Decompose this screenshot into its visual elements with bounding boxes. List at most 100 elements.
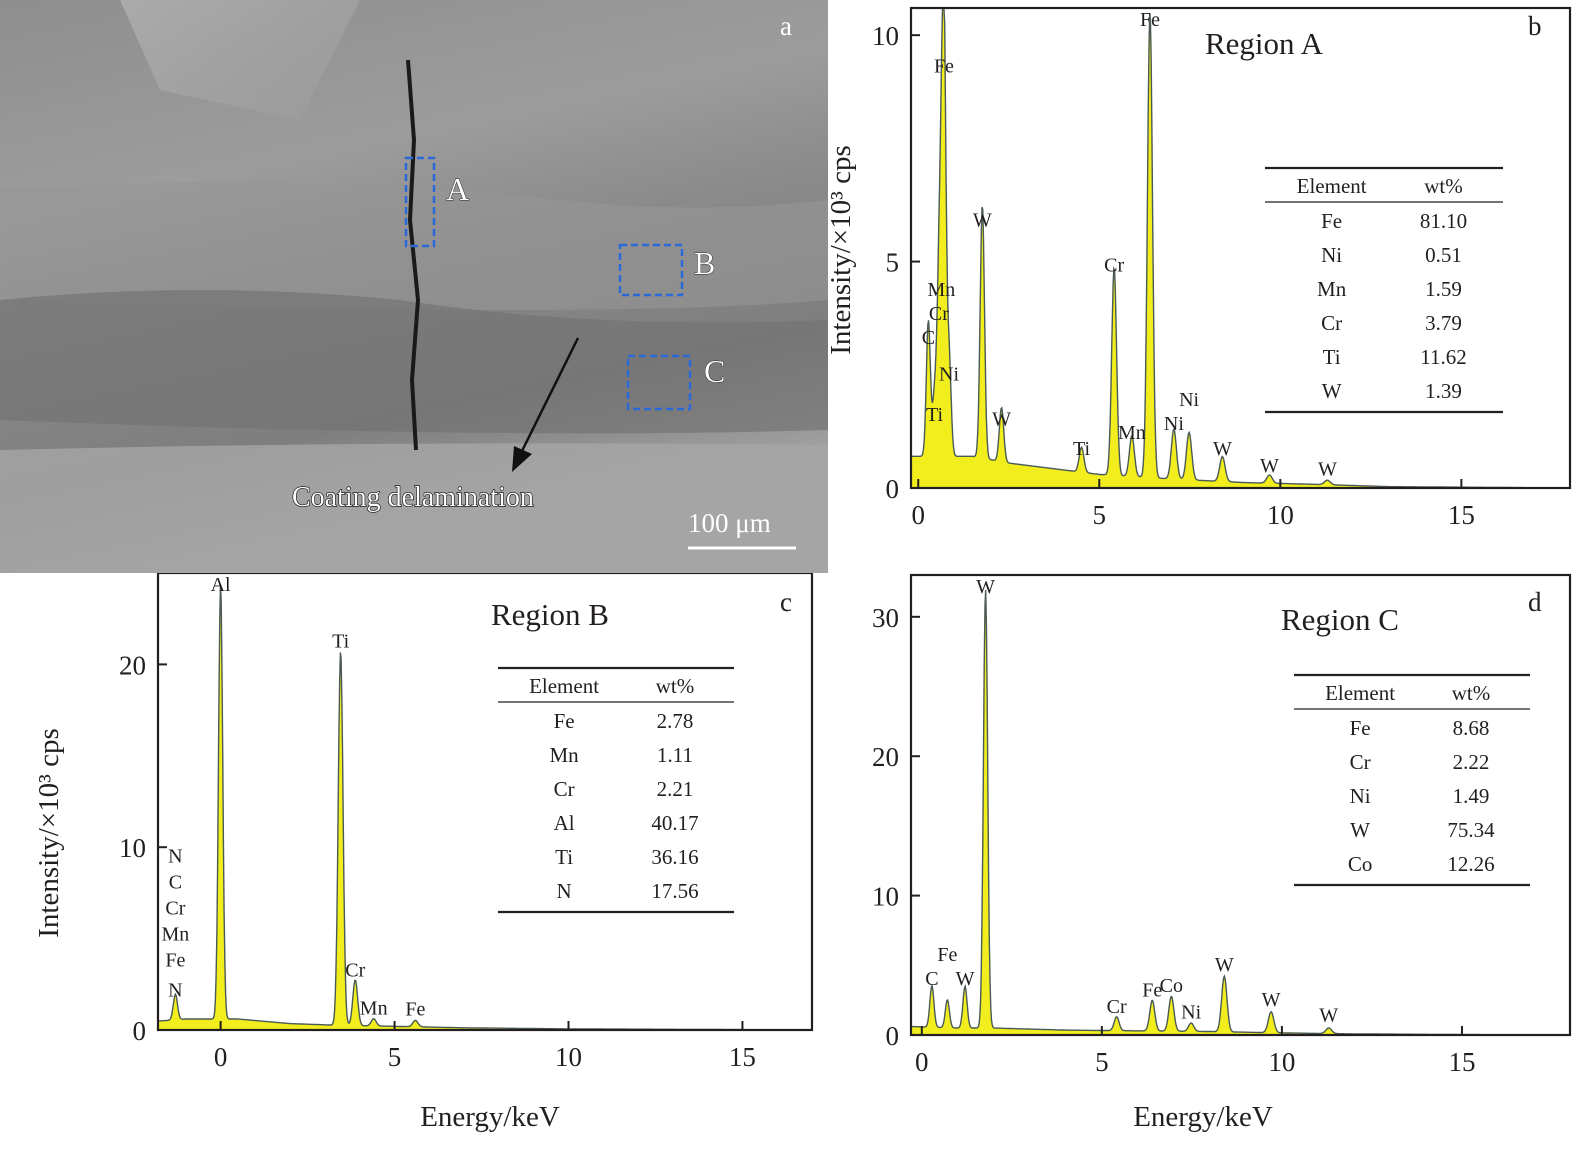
table-cell: 8.68 — [1453, 716, 1490, 740]
peak-label: W — [973, 209, 992, 231]
composition-table: Element wt% Fe 81.10 Ni 0.51 Mn 1.59 Cr 3.79 Ti 11.… — [1265, 166, 1503, 414]
delamination-arrow-head — [512, 446, 532, 472]
table-header: Element — [1297, 174, 1367, 198]
table-cell: Ni — [1350, 784, 1371, 808]
x-tick-label: 10 — [1267, 500, 1294, 530]
sem-micrograph: A B C Coating delamination a 100 μm — [0, 0, 828, 573]
region-box-b — [618, 243, 684, 297]
panel-letter-b: b — [1528, 11, 1542, 41]
table-cell: 11.62 — [1420, 345, 1466, 369]
table-cell: W — [1350, 818, 1370, 842]
table-header: Element — [1325, 681, 1395, 705]
stacked-peak-label: Mn — [161, 923, 189, 945]
y-tick-label: 10 — [119, 833, 146, 863]
x-tick-label: 0 — [915, 1047, 929, 1077]
x-tick-label: 15 — [1448, 1047, 1475, 1077]
axes: 0 5 10 15 0 5 10 — [872, 6, 1572, 530]
peak-label: Cr — [1107, 996, 1127, 1018]
table-cell: Fe — [1350, 716, 1371, 740]
peak-label: Fe — [1140, 9, 1160, 31]
y-tick-label: 20 — [119, 650, 146, 680]
panel-letter-c: c — [780, 587, 792, 617]
peak-label: Fe — [1142, 979, 1162, 1001]
spectrum-series — [910, 589, 1570, 1036]
x-tick-label: 0 — [911, 500, 925, 530]
table-cell: 1.39 — [1425, 379, 1462, 403]
peak-label: Co — [1160, 975, 1183, 997]
y-tick-label: 10 — [872, 882, 899, 912]
peak-label: Ti — [332, 630, 350, 652]
peak-label: Fe — [405, 999, 425, 1021]
peak-label: W — [956, 968, 975, 990]
table-cell: 1.49 — [1453, 784, 1490, 808]
region-label-b: B — [694, 245, 715, 281]
x-axis-title: Energy/keV — [1133, 1101, 1273, 1133]
region-box-a — [404, 156, 436, 248]
peak-label: Fe — [934, 55, 954, 77]
peak-label: Ti — [1073, 438, 1091, 460]
peak-label: W — [976, 576, 995, 598]
y-tick-label: 10 — [872, 21, 899, 51]
table-cell: Ni — [1321, 243, 1342, 267]
chart-title: Region B — [491, 597, 609, 632]
table-cell: 0.51 — [1425, 243, 1462, 267]
peak-label: N — [168, 979, 182, 1001]
table-header: wt% — [656, 674, 695, 698]
spectrum-area — [910, 589, 1570, 1036]
stacked-peak-label: Cr — [165, 897, 185, 919]
x-axis-title: Energy/keV — [420, 1101, 560, 1133]
peak-label: Cr — [345, 959, 365, 981]
spectrum-series — [157, 584, 812, 1031]
peak-label: Al — [211, 574, 231, 596]
y-tick-label: 20 — [872, 742, 899, 772]
peak-label: Cr — [1104, 255, 1124, 277]
table-cell: Ti — [555, 845, 573, 869]
composition-table: Element wt% Fe 2.78 Mn 1.11 Cr 2.21 Al 40.17 Ti 36.… — [498, 666, 734, 914]
composition-table: Element wt% Fe 8.68 Cr 2.22 Ni 1.49 W 75.34 Co 12.2… — [1294, 673, 1530, 887]
peak-label: Ni — [1181, 1002, 1201, 1024]
peak-label: W — [1260, 455, 1279, 477]
table-header: Element — [529, 674, 599, 698]
table-cell: 2.21 — [657, 777, 694, 801]
table-cell: W — [1322, 379, 1342, 403]
y-axis-title: Intensity/×10³ cps — [828, 145, 857, 355]
table-cell: 75.34 — [1447, 818, 1495, 842]
stacked-peak-label: C — [169, 871, 182, 893]
table-cell: Fe — [554, 709, 575, 733]
y-tick-label: 0 — [133, 1016, 147, 1046]
table-cell: 12.26 — [1447, 852, 1494, 876]
peak-label: Ni — [939, 363, 959, 385]
region-label-c: C — [704, 353, 725, 389]
delamination-arrow-shaft — [518, 337, 580, 456]
table-cell: Mn — [1317, 277, 1347, 301]
table-cell: 36.16 — [651, 845, 698, 869]
peak-label: W — [992, 409, 1011, 431]
sem-crack — [406, 59, 421, 451]
scale-bar-label: 100 μm — [688, 508, 771, 538]
y-tick-label: 30 — [872, 603, 899, 633]
peak-label: Mn — [928, 279, 956, 301]
spectrum-area — [157, 584, 812, 1031]
x-tick-label: 10 — [1268, 1047, 1295, 1077]
plot-frame — [909, 6, 1572, 490]
axes: 0 5 10 15 0 10 20 — [119, 573, 814, 1072]
x-tick-label: 10 — [555, 1042, 582, 1072]
table-cell: 1.11 — [657, 743, 693, 767]
peak-label: Cr — [929, 303, 949, 325]
peak-label: Ni — [1179, 389, 1199, 411]
peak-label: Ti — [926, 404, 944, 426]
peak-label: W — [1215, 954, 1234, 976]
x-tick-label: 5 — [388, 1042, 402, 1072]
x-tick-label: 15 — [729, 1042, 756, 1072]
stacked-peak-label: Fe — [165, 949, 185, 971]
peak-label: Fe — [937, 944, 957, 966]
table-cell: Fe — [1321, 209, 1342, 233]
x-tick-label: 0 — [214, 1042, 228, 1072]
y-tick-label: 0 — [886, 474, 900, 504]
table-cell: N — [556, 879, 571, 903]
delamination-caption: Coating delamination — [292, 482, 534, 513]
